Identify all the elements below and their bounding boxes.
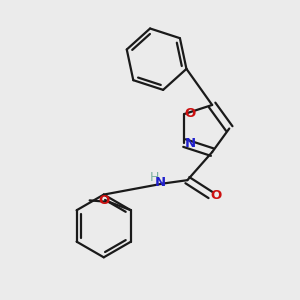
Text: O: O — [211, 188, 222, 202]
Text: O: O — [98, 194, 109, 207]
Text: N: N — [185, 137, 196, 150]
Text: H: H — [150, 171, 159, 184]
Text: O: O — [185, 107, 196, 120]
Text: N: N — [155, 176, 166, 189]
